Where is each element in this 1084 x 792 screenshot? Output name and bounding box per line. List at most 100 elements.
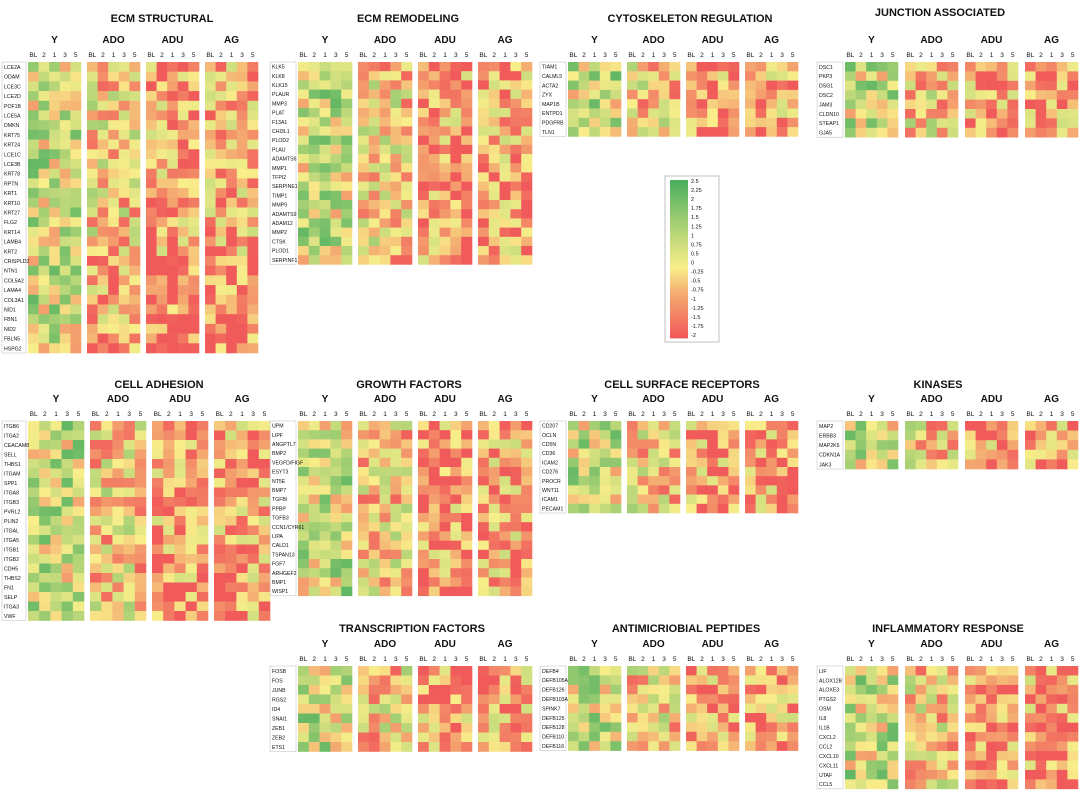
heatmap-cell (72, 487, 85, 498)
heatmap-cell (108, 275, 120, 286)
heatmap-cell (568, 71, 579, 81)
heatmap-cell (87, 81, 98, 92)
heatmap-cell (428, 71, 440, 81)
timepoint-label: 1 (652, 411, 656, 418)
heatmap-cell (205, 323, 216, 334)
heatmap-cell (330, 236, 342, 247)
gene-label: VEGFD/FIGF (272, 460, 303, 466)
heatmap-cell (461, 540, 473, 551)
heatmap-cell (49, 71, 61, 82)
heatmap-cell (766, 666, 778, 676)
heatmap-cell (499, 540, 511, 551)
heatmap-cell (521, 227, 533, 238)
heatmap-cell (499, 448, 511, 459)
heatmap-cell (129, 207, 141, 218)
heatmap-cell (947, 694, 959, 705)
heatmap-cell (226, 323, 238, 334)
heatmap-cell (478, 421, 490, 431)
heatmap-cell (118, 129, 130, 140)
heatmap-cell (418, 236, 430, 247)
heatmap-cell (298, 117, 310, 127)
heatmap-cell (418, 713, 430, 724)
timepoint-label: 3 (454, 656, 458, 663)
heatmap-cell (87, 120, 98, 131)
panel-title: GROWTH FACTORS (356, 379, 462, 391)
heatmap-cell (905, 459, 916, 470)
heatmap-cell (521, 742, 533, 752)
heatmap-cell (521, 154, 533, 164)
heatmap-cell (247, 265, 259, 276)
heatmap-cell (90, 421, 102, 431)
heatmap-cell (205, 120, 216, 131)
heatmap-cell (578, 694, 590, 704)
heatmap-cell (568, 494, 579, 505)
heatmap-cell (996, 90, 1008, 100)
heatmap-cell (499, 218, 511, 228)
heatmap-cell (146, 159, 157, 169)
heatmap-cell (1046, 703, 1058, 714)
heatmap-cell (368, 577, 380, 587)
heatmap-cell (188, 226, 200, 237)
heatmap-cell (379, 62, 391, 72)
heatmap-cell (87, 110, 98, 121)
heatmap-cell (112, 601, 124, 612)
heatmap-cell (358, 144, 370, 155)
heatmap-cell (236, 217, 248, 228)
heatmap-cell (478, 98, 490, 109)
heatmap-cell (1046, 459, 1058, 470)
heatmap-cell (915, 459, 927, 470)
heatmap-cell (1035, 62, 1047, 72)
heatmap-cell (450, 568, 462, 578)
heatmap-cell (915, 703, 927, 714)
heatmap-cell (578, 439, 590, 449)
group-label: ADU (434, 35, 456, 46)
heatmap-cell (118, 226, 130, 237)
heatmap-cell (936, 666, 948, 676)
heatmap-cell (330, 62, 342, 72)
timepoint-label: 3 (940, 656, 944, 663)
heatmap-cell (108, 294, 120, 305)
heatmap-cell (627, 684, 638, 695)
timepoint-label: 5 (405, 656, 409, 663)
heatmap-cell (610, 703, 622, 714)
heatmap-cell (196, 487, 209, 498)
gene-label: KLK5 (272, 65, 285, 71)
heatmap-cell (728, 62, 740, 72)
heatmap-cell (379, 255, 391, 265)
heatmap-cell (188, 343, 200, 354)
heatmap-cell (658, 89, 670, 100)
heatmap-cell (205, 188, 216, 199)
gene-label: SPP1 (4, 481, 17, 487)
heatmap-cell (214, 449, 226, 460)
heatmap-cell (499, 485, 511, 495)
heatmap-cell (776, 684, 788, 695)
heatmap-cell (1035, 109, 1047, 119)
heatmap-cell (215, 71, 227, 82)
heatmap-cell (707, 99, 719, 109)
heatmap-cell (401, 675, 413, 686)
heatmap-cell (610, 117, 622, 128)
heatmap-cell (330, 732, 342, 743)
heatmap-cell (72, 497, 85, 507)
heatmap-cell (123, 506, 136, 517)
heatmap-cell (996, 430, 1008, 441)
heatmap-cell (450, 62, 462, 72)
heatmap-cell (188, 256, 200, 266)
heatmap-cell (1046, 421, 1058, 431)
heatmap-cell (358, 190, 370, 201)
heatmap-cell (358, 209, 370, 219)
heatmap-cell (174, 563, 186, 574)
heatmap-cell (134, 497, 147, 507)
heatmap-cell (358, 666, 370, 676)
heatmap-cell (152, 430, 164, 441)
heatmap-cell (887, 769, 899, 780)
legend-swatch (670, 274, 688, 278)
heatmap-cell (308, 503, 320, 514)
heatmap-cell (488, 448, 500, 459)
legend-swatch (670, 282, 688, 286)
heatmap-cell (163, 601, 175, 612)
heatmap-cell (669, 494, 681, 505)
heatmap-cell (298, 200, 310, 210)
heatmap-cell (578, 503, 590, 514)
heatmap-cell (70, 197, 82, 208)
